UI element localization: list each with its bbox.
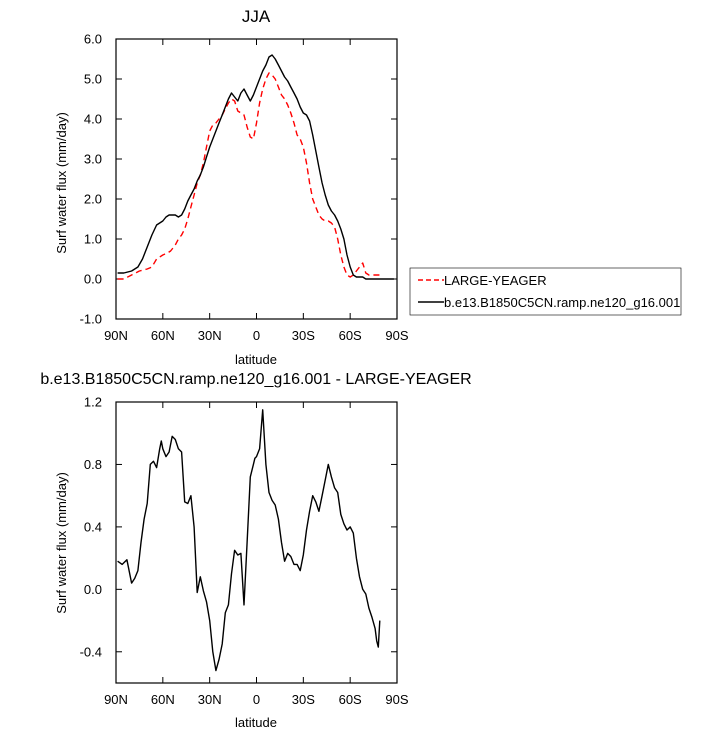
bottom-x-tick-label: 60N bbox=[151, 692, 175, 707]
bottom-x-tick-label: 90N bbox=[104, 692, 128, 707]
bottom-y-tick-label: 0.4 bbox=[84, 519, 102, 534]
bottom-x-tick-label: 90S bbox=[385, 692, 408, 707]
bottom-x-tick-label: 30S bbox=[292, 692, 315, 707]
top-x-tick-label: 60S bbox=[339, 328, 362, 343]
top-y-axis-label: Surf water flux (mm/day) bbox=[54, 112, 69, 254]
bottom-y-tick-label: 0.8 bbox=[84, 457, 102, 472]
top-axes-frame bbox=[115, 38, 398, 320]
bottom-y-axis-label: Surf water flux (mm/day) bbox=[54, 472, 69, 614]
top-y-tick-label: 2.0 bbox=[84, 192, 102, 207]
legend-label-b-e13: b.e13.B1850C5CN.ramp.ne120_g16.001 bbox=[444, 295, 680, 310]
top-y-tick-label: -1.0 bbox=[80, 312, 102, 327]
legend-label-large-yeager: LARGE-YEAGER bbox=[444, 273, 547, 288]
legend: LARGE-YEAGER b.e13.B1850C5CN.ramp.ne120_… bbox=[409, 267, 682, 316]
bottom-chart: b.e13.B1850C5CN.ramp.ne120_g16.001 - LAR… bbox=[40, 371, 471, 730]
bottom-x-tick-label: 30N bbox=[198, 692, 222, 707]
top-y-tick-label: 1.0 bbox=[84, 232, 102, 247]
top-x-tick-label: 30S bbox=[292, 328, 315, 343]
top-chart-title: JJA bbox=[242, 7, 271, 26]
legend-box bbox=[409, 267, 682, 316]
top-plot-area: 90N 60N 30N 0 30S 60S 90S -1.0 0.0 1.0 2.0 3.0 4.0 5.… bbox=[80, 32, 409, 344]
bottom-y-tick-label: 0.0 bbox=[84, 582, 102, 597]
bottom-y-tick-label: -0.4 bbox=[80, 644, 102, 659]
bottom-series-line-0 bbox=[117, 409, 381, 672]
top-y-tick-label: 0.0 bbox=[84, 272, 102, 287]
bottom-y-tick-label: 1.2 bbox=[84, 395, 102, 410]
top-series-line-1 bbox=[117, 54, 394, 280]
top-chart: JJA 90N 60N 30N 0 30S 60S 90S -1.0 0.0 1.0 2.0 3.0 4… bbox=[54, 7, 409, 367]
top-x-axis-label: latitude bbox=[235, 352, 277, 367]
top-x-tick-label: 90S bbox=[385, 328, 408, 343]
bottom-x-tick-label: 0 bbox=[253, 692, 260, 707]
top-y-tick-label: 3.0 bbox=[84, 152, 102, 167]
bottom-x-axis-label: latitude bbox=[235, 715, 277, 730]
top-y-tick-label: 6.0 bbox=[84, 32, 102, 47]
top-y-tick-label: 4.0 bbox=[84, 112, 102, 127]
top-x-tick-label: 90N bbox=[104, 328, 128, 343]
bottom-plot-area: 90N 60N 30N 0 30S 60S 90S -0.4 0.0 0.4 0.8 1.2 bbox=[80, 395, 409, 708]
top-x-tick-label: 30N bbox=[198, 328, 222, 343]
top-x-tick-label: 60N bbox=[151, 328, 175, 343]
top-x-tick-label: 0 bbox=[253, 328, 260, 343]
top-series-line-0 bbox=[117, 72, 380, 280]
top-y-tick-label: 5.0 bbox=[84, 72, 102, 87]
bottom-x-tick-label: 60S bbox=[339, 692, 362, 707]
bottom-chart-title: b.e13.B1850C5CN.ramp.ne120_g16.001 - LAR… bbox=[40, 371, 471, 388]
